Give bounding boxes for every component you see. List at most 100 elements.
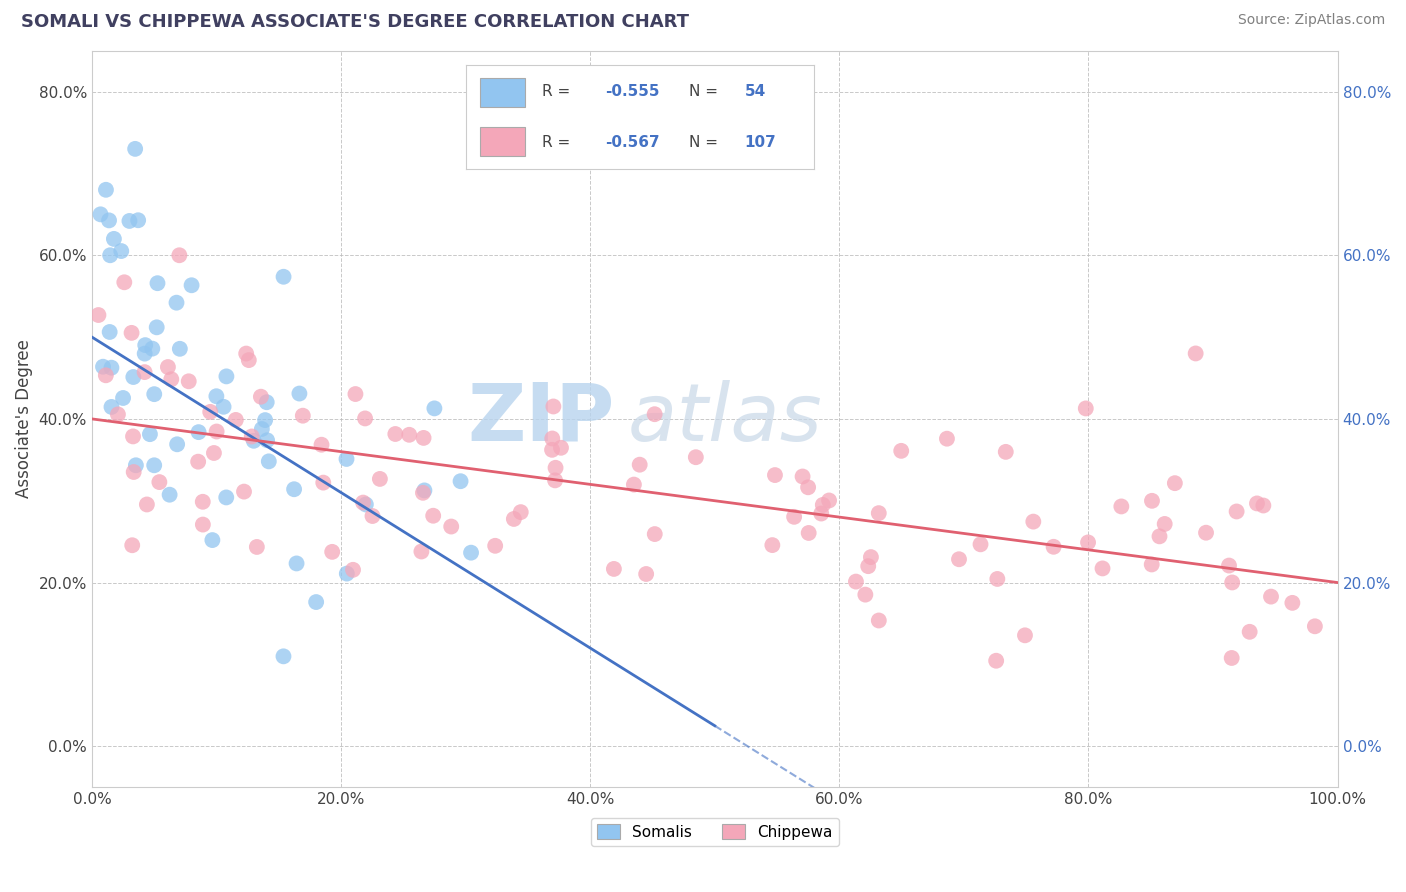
Point — [354, 411, 377, 425]
Point — [143, 387, 166, 401]
Point — [94, 368, 117, 383]
Point — [321, 545, 343, 559]
Point — [121, 538, 143, 552]
Point — [215, 369, 238, 384]
Point — [225, 413, 247, 427]
Point — [256, 395, 278, 409]
Point — [124, 142, 146, 156]
Point — [146, 276, 169, 290]
Point — [250, 422, 273, 436]
Point — [550, 441, 572, 455]
Text: SOMALI VS CHIPPEWA ASSOCIATE'S DEGREE CORRELATION CHART: SOMALI VS CHIPPEWA ASSOCIATE'S DEGREE CO… — [21, 13, 689, 31]
Point — [422, 508, 444, 523]
Point — [342, 563, 364, 577]
Point — [890, 443, 912, 458]
Point — [187, 455, 209, 469]
Point — [411, 544, 433, 558]
Point — [143, 458, 166, 473]
Point — [312, 475, 335, 490]
Point — [413, 483, 436, 498]
Point — [235, 346, 257, 360]
Point — [541, 442, 564, 457]
Point — [1303, 619, 1326, 633]
Point — [1226, 504, 1249, 518]
Point — [623, 477, 645, 491]
Point — [122, 429, 145, 443]
Point — [1140, 558, 1163, 572]
Point — [484, 539, 506, 553]
Point — [818, 493, 841, 508]
Point — [145, 320, 167, 334]
Point — [1218, 558, 1240, 573]
Point — [98, 248, 121, 262]
Point — [166, 437, 188, 451]
Point — [283, 482, 305, 496]
Point — [1111, 500, 1133, 514]
Point — [187, 425, 209, 439]
Point — [1022, 515, 1045, 529]
Point — [628, 458, 651, 472]
Point — [160, 372, 183, 386]
Point — [994, 445, 1017, 459]
Point — [1164, 476, 1187, 491]
Point — [89, 207, 111, 221]
Point — [460, 546, 482, 560]
Point — [1184, 346, 1206, 360]
Point — [169, 342, 191, 356]
Point — [139, 427, 162, 442]
Point — [257, 454, 280, 468]
Point — [969, 537, 991, 551]
Point — [250, 390, 273, 404]
Point — [644, 407, 666, 421]
Point — [246, 540, 269, 554]
Point — [986, 572, 1008, 586]
Point — [1195, 525, 1218, 540]
Point — [352, 495, 374, 509]
Point — [311, 438, 333, 452]
Point — [1220, 651, 1243, 665]
Point — [215, 491, 238, 505]
Point — [509, 505, 531, 519]
Text: ZIP: ZIP — [468, 380, 614, 458]
Point — [450, 474, 472, 488]
Point — [238, 353, 260, 368]
Point — [288, 386, 311, 401]
Point — [354, 498, 377, 512]
Point — [127, 213, 149, 227]
Point — [134, 365, 156, 379]
Point — [94, 183, 117, 197]
Point — [761, 538, 783, 552]
Point — [156, 359, 179, 374]
Point — [291, 409, 314, 423]
Point — [98, 325, 121, 339]
Point — [166, 295, 188, 310]
Point — [201, 533, 224, 547]
Point — [134, 338, 156, 352]
Point — [205, 389, 228, 403]
Point — [125, 458, 148, 473]
Point — [141, 342, 163, 356]
Point — [335, 452, 357, 467]
Point — [685, 450, 707, 465]
Point — [177, 374, 200, 388]
Point — [544, 474, 567, 488]
Point — [845, 574, 868, 589]
Point — [541, 432, 564, 446]
Point — [853, 588, 876, 602]
Text: atlas: atlas — [627, 380, 823, 458]
Point — [256, 434, 278, 448]
Point — [398, 427, 420, 442]
Point — [1091, 561, 1114, 575]
Point — [948, 552, 970, 566]
Point — [180, 278, 202, 293]
Point — [91, 359, 114, 374]
Point — [797, 480, 820, 494]
Point — [169, 248, 191, 262]
Point — [344, 387, 367, 401]
Legend: Somalis, Chippewa: Somalis, Chippewa — [591, 818, 839, 846]
Point — [135, 498, 157, 512]
Point — [1074, 401, 1097, 416]
Point — [1153, 516, 1175, 531]
Point — [273, 269, 295, 284]
Point — [1149, 529, 1171, 543]
